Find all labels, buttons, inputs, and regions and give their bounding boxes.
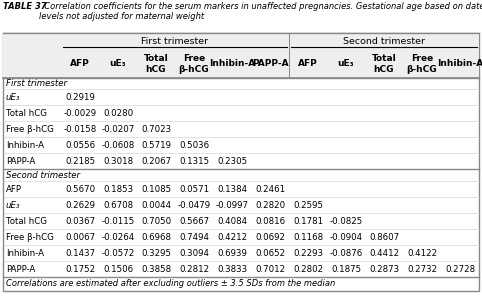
Text: -0.0572: -0.0572 [101, 248, 134, 257]
Bar [3, 33, 479, 78]
Text: 0.2185: 0.2185 [65, 157, 95, 165]
Text: PAPP-A: PAPP-A [6, 264, 35, 274]
Text: 0.3094: 0.3094 [179, 248, 209, 257]
Text: Free
β-hCG: Free β-hCG [407, 54, 437, 74]
Text: 0.5667: 0.5667 [179, 216, 209, 226]
Text: 0.7494: 0.7494 [179, 233, 209, 241]
Text: 0.7012: 0.7012 [255, 264, 285, 274]
Text: 0.0280: 0.0280 [103, 109, 133, 118]
Text: 0.1853: 0.1853 [103, 185, 133, 194]
Text: -0.0825: -0.0825 [329, 216, 362, 226]
Text: -0.0608: -0.0608 [101, 140, 134, 150]
Text: -0.0029: -0.0029 [64, 109, 96, 118]
Text: uE₃: uE₃ [6, 92, 21, 102]
Text: Total
hCG: Total hCG [144, 54, 168, 74]
Text: 0.8607: 0.8607 [369, 233, 399, 241]
Text: 0.0692: 0.0692 [255, 233, 285, 241]
Text: 0.1437: 0.1437 [65, 248, 95, 257]
Text: 0.1315: 0.1315 [179, 157, 209, 165]
Text: 0.5036: 0.5036 [179, 140, 209, 150]
Text: 0.1752: 0.1752 [65, 264, 95, 274]
Text: 0.1781: 0.1781 [293, 216, 323, 226]
Text: PAPP-A: PAPP-A [252, 60, 288, 68]
Text: 0.3833: 0.3833 [217, 264, 247, 274]
Text: 0.2293: 0.2293 [293, 248, 323, 257]
Text: 0.1384: 0.1384 [217, 185, 247, 194]
Text: Free
β-hCG: Free β-hCG [179, 54, 209, 74]
Text: 0.2820: 0.2820 [255, 201, 285, 209]
Text: Inhibin-A: Inhibin-A [209, 60, 255, 68]
Text: 0.3018: 0.3018 [103, 157, 133, 165]
Text: 0.0067: 0.0067 [65, 233, 95, 241]
Text: 0.2919: 0.2919 [65, 92, 95, 102]
Text: 0.3858: 0.3858 [141, 264, 171, 274]
Text: 0.6968: 0.6968 [141, 233, 171, 241]
Text: Inhibin-A: Inhibin-A [6, 140, 44, 150]
Text: 0.0652: 0.0652 [255, 248, 285, 257]
Text: AFP: AFP [298, 60, 318, 68]
Text: TABLE 37: TABLE 37 [3, 2, 47, 11]
Text: -0.0158: -0.0158 [63, 125, 96, 133]
Text: 0.3295: 0.3295 [141, 248, 171, 257]
Text: 0.1085: 0.1085 [141, 185, 171, 194]
Text: 0.5719: 0.5719 [141, 140, 171, 150]
Text: 0.7050: 0.7050 [141, 216, 171, 226]
Text: Inhibin-A: Inhibin-A [6, 248, 44, 257]
Text: Free β-hCG: Free β-hCG [6, 233, 54, 241]
Text: 0.2067: 0.2067 [141, 157, 171, 165]
Text: 0.2728: 0.2728 [445, 264, 475, 274]
Text: 0.2305: 0.2305 [217, 157, 247, 165]
Text: Correlations are estimated after excluding outliers ± 3.5 SDs from the median: Correlations are estimated after excludi… [6, 279, 335, 288]
Text: 0.2802: 0.2802 [293, 264, 323, 274]
Text: 0.6939: 0.6939 [217, 248, 247, 257]
Text: 0.2461: 0.2461 [255, 185, 285, 194]
Text: Correlation coefficients for the serum markers in unaffected pregnancies. Gestat: Correlation coefficients for the serum m… [39, 2, 482, 21]
Text: uE₃: uE₃ [110, 60, 126, 68]
Text: 0.0044: 0.0044 [141, 201, 171, 209]
Text: 0.4412: 0.4412 [369, 248, 399, 257]
Text: -0.0997: -0.0997 [215, 201, 249, 209]
Text: uE₃: uE₃ [338, 60, 354, 68]
Text: -0.0115: -0.0115 [101, 216, 134, 226]
Text: 0.6708: 0.6708 [103, 201, 133, 209]
Text: uE₃: uE₃ [6, 201, 21, 209]
Text: 0.4084: 0.4084 [217, 216, 247, 226]
Text: -0.0904: -0.0904 [329, 233, 362, 241]
Text: Second trimester: Second trimester [6, 171, 80, 180]
Text: AFP: AFP [70, 60, 90, 68]
Text: First trimester: First trimester [6, 79, 67, 88]
Text: 0.2873: 0.2873 [369, 264, 399, 274]
Text: Free β-hCG: Free β-hCG [6, 125, 54, 133]
Text: 0.2732: 0.2732 [407, 264, 437, 274]
Text: -0.0264: -0.0264 [101, 233, 134, 241]
Text: Second trimester: Second trimester [343, 37, 425, 46]
Text: 0.1875: 0.1875 [331, 264, 361, 274]
Text: 0.2812: 0.2812 [179, 264, 209, 274]
Text: 0.5670: 0.5670 [65, 185, 95, 194]
Text: Inhibin-A: Inhibin-A [437, 60, 482, 68]
Text: 0.0367: 0.0367 [65, 216, 95, 226]
Text: 0.0571: 0.0571 [179, 185, 209, 194]
Text: Total hCG: Total hCG [6, 216, 47, 226]
Text: PAPP-A: PAPP-A [6, 157, 35, 165]
Text: 0.4212: 0.4212 [217, 233, 247, 241]
Text: Total hCG: Total hCG [6, 109, 47, 118]
Text: -0.0479: -0.0479 [177, 201, 211, 209]
Text: 0.1168: 0.1168 [293, 233, 323, 241]
Text: 0.0816: 0.0816 [255, 216, 285, 226]
Text: 0.2629: 0.2629 [65, 201, 95, 209]
Text: 0.4122: 0.4122 [407, 248, 437, 257]
Text: 0.0556: 0.0556 [65, 140, 95, 150]
Text: 0.2595: 0.2595 [293, 201, 323, 209]
Text: 0.1506: 0.1506 [103, 264, 133, 274]
Bar [3, 33, 479, 291]
Text: Total
hCG: Total hCG [372, 54, 396, 74]
Text: First trimester: First trimester [141, 37, 209, 46]
Text: -0.0207: -0.0207 [101, 125, 134, 133]
Text: AFP: AFP [6, 185, 22, 194]
Text: -0.0876: -0.0876 [329, 248, 362, 257]
Text: 0.7023: 0.7023 [141, 125, 171, 133]
